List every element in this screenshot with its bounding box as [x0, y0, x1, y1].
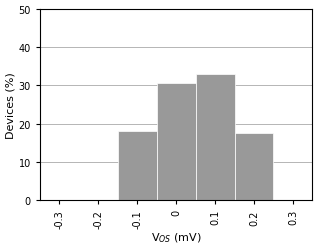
- Y-axis label: Devices (%): Devices (%): [5, 72, 16, 138]
- Bar: [118, 132, 156, 200]
- X-axis label: V$_{OS}$ (mV): V$_{OS}$ (mV): [151, 231, 202, 244]
- Bar: [196, 74, 235, 200]
- Bar: [156, 84, 196, 200]
- Bar: [235, 134, 273, 200]
